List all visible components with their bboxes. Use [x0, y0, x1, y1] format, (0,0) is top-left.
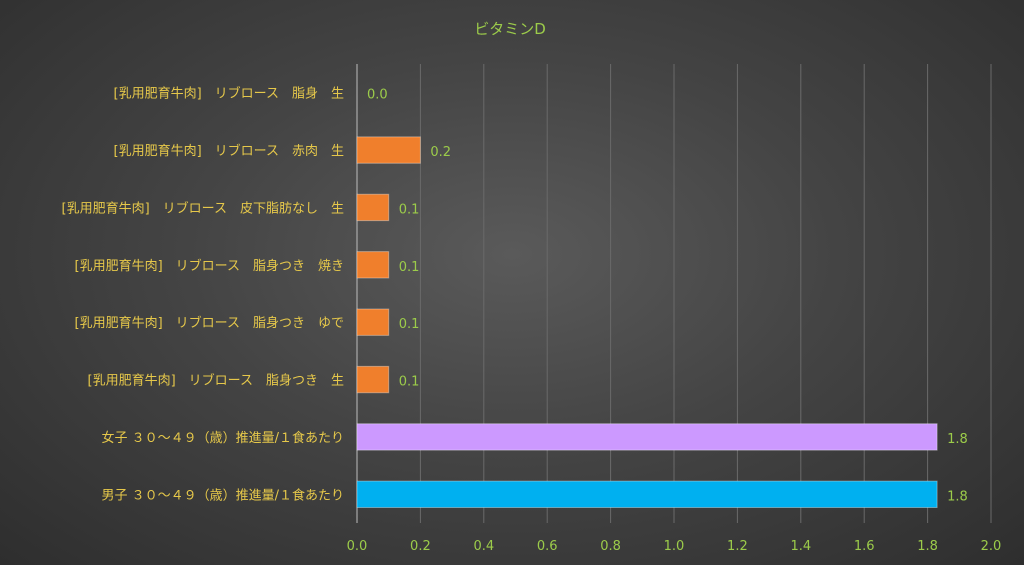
x-tick-label: 0.8 [600, 539, 621, 554]
x-tick-label: 0.4 [473, 539, 494, 554]
category-labels: [乳用肥育牛肉] リブロース 脂身 生 [乳用肥育牛肉] リブロース 赤肉 生 [乳… [62, 86, 345, 504]
bar [356, 365, 390, 394]
x-tick-label: 0.6 [537, 539, 558, 554]
data-label: 0.1 [399, 260, 420, 275]
bar [356, 193, 390, 222]
category-label: [乳用肥育牛肉] リブロース 赤肉 生 [114, 143, 345, 159]
data-label: 0.2 [430, 145, 451, 160]
data-label: 0.1 [399, 317, 420, 332]
category-label: [乳用肥育牛肉] リブロース 脂身つき ゆで [75, 315, 345, 331]
x-tick-labels: 0.0 0.2 0.4 0.6 0.8 1.0 1.2 1.4 1.6 1.8 2.0 [347, 539, 1002, 554]
grid [356, 64, 992, 523]
category-label: [乳用肥育牛肉] リブロース 脂身つき 生 [88, 373, 345, 389]
x-tick-label: 1.6 [854, 539, 875, 554]
data-labels: 0.0 0.2 0.1 0.1 0.1 0.1 1.8 1.8 [367, 88, 968, 505]
data-label: 1.8 [947, 432, 968, 447]
x-tick-label: 2.0 [981, 539, 1002, 554]
bar [356, 308, 390, 336]
x-tick-label: 1.2 [727, 539, 748, 554]
bars [356, 136, 938, 509]
x-tick-label: 1.8 [917, 539, 938, 554]
bar [356, 480, 938, 509]
x-tick-label: 1.0 [664, 539, 685, 554]
bar [356, 251, 390, 279]
bar [356, 423, 938, 451]
data-label: 0.1 [399, 202, 420, 217]
category-label: [乳用肥育牛肉] リブロース 皮下脂肪なし 生 [62, 200, 345, 216]
data-label: 0.0 [367, 88, 388, 103]
x-tick-label: 0.2 [410, 539, 431, 554]
bar [356, 136, 421, 164]
x-tick-label: 0.0 [347, 539, 368, 554]
category-label: [乳用肥育牛肉] リブロース 脂身つき 焼き [75, 258, 345, 274]
x-tick-label: 1.4 [790, 539, 811, 554]
category-label: [乳用肥育牛肉] リブロース 脂身 生 [114, 86, 345, 102]
data-label: 0.1 [399, 375, 420, 390]
data-label: 1.8 [947, 489, 968, 504]
chart-title: ビタミンD [474, 20, 546, 38]
category-label: 女子 ３０～４９（歳）推進量/１食あたり [101, 430, 344, 446]
category-label: 男子 ３０～４９（歳）推進量/１食あたり [101, 487, 344, 503]
